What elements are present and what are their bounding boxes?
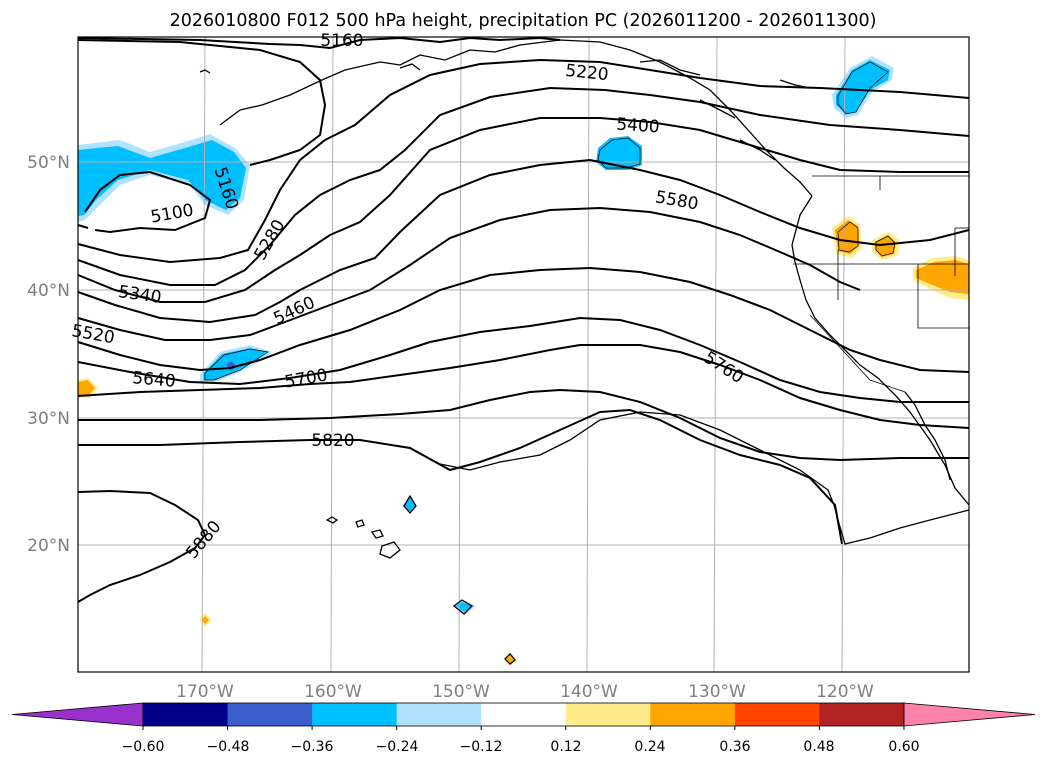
lat-label: 20°N [27, 536, 70, 556]
lat-label: 50°N [27, 153, 70, 173]
coastlines [199, 39, 970, 665]
colorbar-tick-label: −0.36 [291, 739, 334, 755]
colorbar-segment [650, 703, 736, 726]
lon-label: 150°W [432, 682, 490, 702]
height-contours [77, 36, 970, 603]
lat-label: 40°N [27, 281, 70, 301]
lon-label: 130°W [688, 682, 746, 702]
colorbar-tick-label: −0.60 [122, 739, 165, 755]
colorbar: −0.60 −0.48 −0.36 −0.24 −0.12 0.12 0.24 … [11, 702, 1036, 755]
lat-labels: 50°N 40°N 30°N 20°N [27, 153, 70, 556]
borders [793, 175, 969, 393]
lon-label: 140°W [560, 682, 618, 702]
colorbar-tick-label: 0.60 [888, 739, 919, 755]
colorbar-tick-label: −0.24 [376, 739, 419, 755]
lon-labels: 170°W 160°W 150°W 140°W 130°W 120°W [176, 682, 874, 702]
map-frame [77, 36, 970, 673]
colorbar-tick-label: −0.12 [460, 739, 503, 755]
colorbar-segment [143, 703, 229, 726]
colorbar-tick-label: −0.48 [207, 739, 250, 755]
colorbar-tick-label: 0.48 [803, 739, 834, 755]
contour-label: 5160 [320, 31, 363, 51]
contour-label: 5820 [311, 431, 354, 451]
colorbar-segment [481, 703, 567, 726]
colorbar-outline [142, 702, 905, 727]
colorbar-tick-label: 0.12 [550, 739, 581, 755]
gridlines [78, 36, 969, 673]
colorbar-segment [396, 703, 482, 726]
lon-label: 160°W [304, 682, 362, 702]
lat-label: 30°N [27, 409, 70, 429]
lon-label: 170°W [176, 682, 234, 702]
colorbar-segment [734, 703, 820, 726]
map-title: 2026010800 F012 500 hPa height, precipit… [170, 11, 877, 31]
contour-label: 5220 [564, 61, 609, 85]
colorbar-segment [227, 703, 313, 726]
colorbar-segment [819, 703, 905, 726]
colorbar-tick-label: 0.36 [719, 739, 750, 755]
colorbar-segment [11, 702, 144, 727]
contour-label: 5400 [616, 115, 661, 138]
colorbar-tick-label: 0.24 [634, 739, 665, 755]
contour-label: 5640 [132, 368, 177, 392]
colorbar-segment [903, 702, 1036, 727]
lon-label: 120°W [816, 682, 874, 702]
colorbar-segment [565, 703, 651, 726]
colorbar-segment [312, 703, 398, 726]
